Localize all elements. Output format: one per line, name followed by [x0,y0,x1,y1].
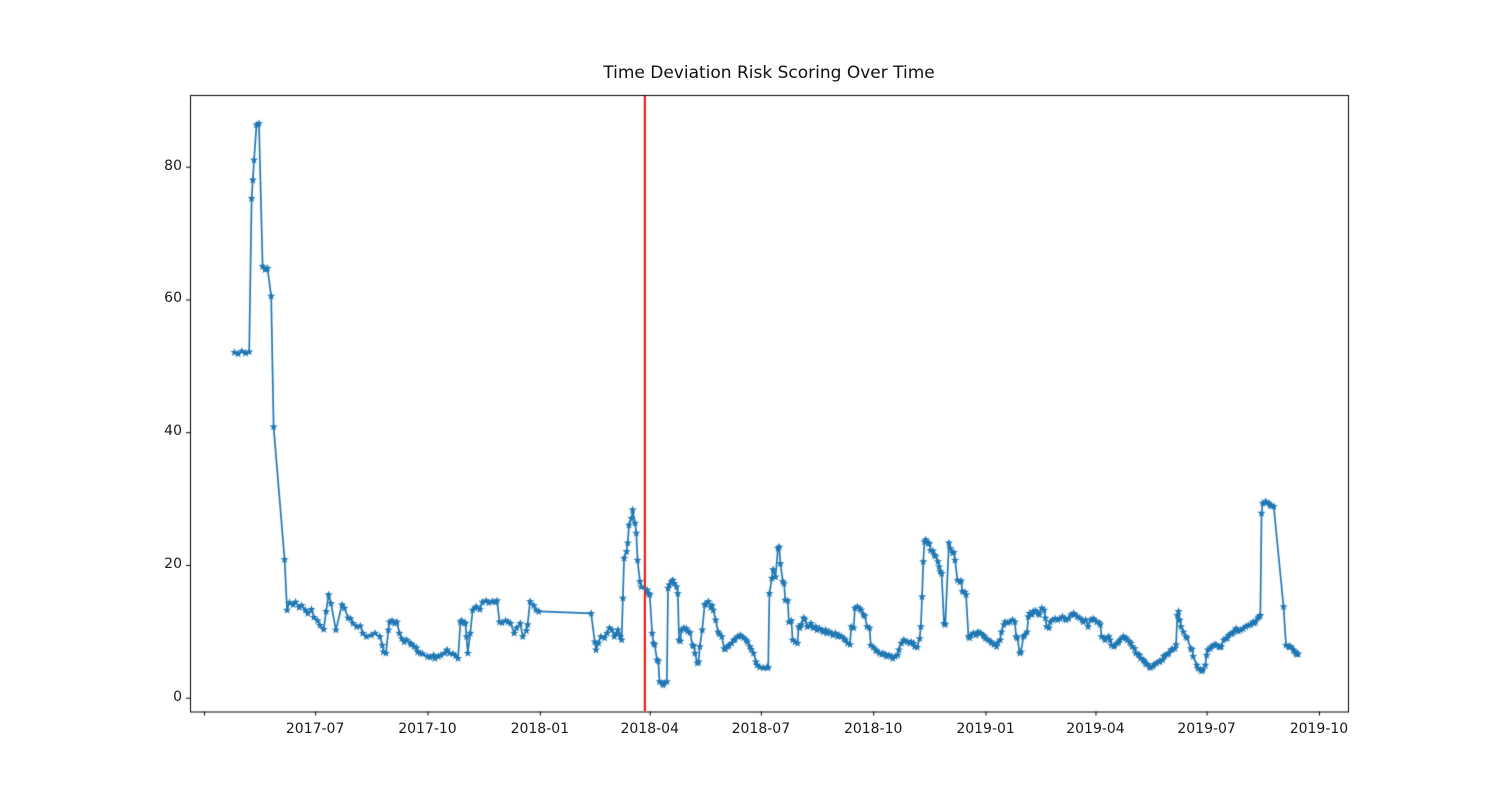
x-tick-label: 2019-07 [1177,721,1236,737]
x-tick-label: 2017-10 [398,721,457,737]
y-tick-label: 0 [173,688,182,705]
x-tick-label: 2018-10 [843,721,903,737]
x-tick-label: 2019-04 [1066,721,1125,737]
y-tick-label: 80 [164,157,182,174]
x-tick-label: 2018-04 [620,721,679,737]
y-tick-label: 40 [164,423,182,440]
y-tick-label: 20 [164,555,182,572]
x-tick-label: 2017-07 [285,721,345,737]
x-tick-label: 2019-01 [956,721,1015,737]
x-tick-label: 2018-07 [731,721,791,737]
x-tick-label: 2019-10 [1289,721,1349,737]
x-tick-label: 2018-01 [510,721,570,737]
chart-title: Time Deviation Risk Scoring Over Time [603,63,935,83]
y-tick-label: 60 [164,290,182,307]
